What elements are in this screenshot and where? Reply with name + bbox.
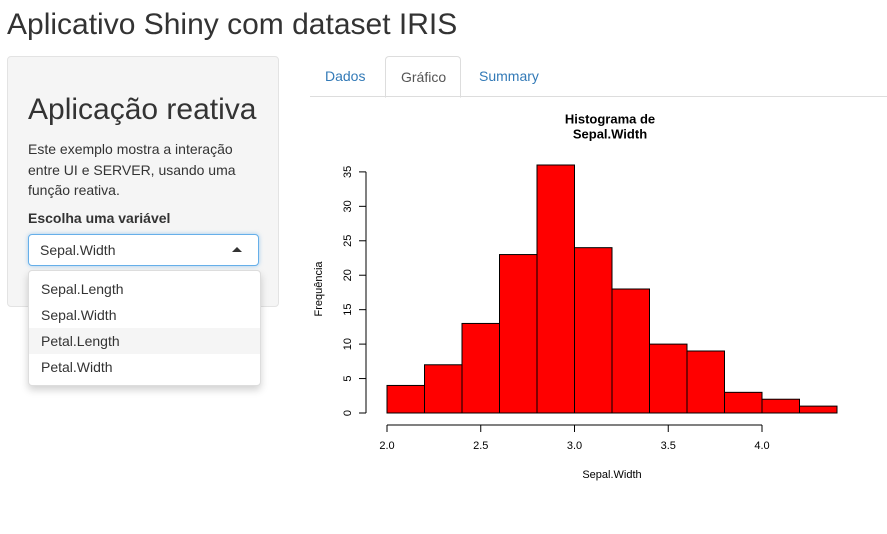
option-label: Sepal.Width: [41, 307, 117, 323]
y-tick-label: 30: [342, 200, 354, 212]
bar: [611, 288, 650, 414]
select-label: Escolha uma variável: [28, 210, 171, 226]
tab[interactable]: Dados: [310, 56, 390, 96]
x-tick-label: 2.5: [473, 440, 488, 452]
x-tick-label: 3.0: [567, 440, 582, 452]
bar: [386, 384, 425, 414]
dropdown-option[interactable]: Petal.Length: [29, 328, 260, 354]
tab-label: Gráfico: [401, 69, 447, 85]
bar: [724, 391, 763, 414]
x-axis-label: Sepal.Width: [582, 469, 641, 481]
x-tick-label: 4.0: [754, 440, 769, 452]
dropdown: Sepal.Length Sepal.Width Petal.Length Petal…: [28, 270, 261, 386]
y-tick-label: 35: [342, 166, 354, 178]
chart-title: Sepal.Width: [573, 126, 647, 141]
y-axis-label: Frequência: [313, 261, 325, 317]
tab-border: [310, 96, 887, 97]
dropdown-option[interactable]: Sepal.Length: [29, 276, 260, 302]
option-label: Petal.Length: [41, 333, 120, 349]
select-input[interactable]: Sepal.Width: [28, 234, 259, 266]
description: Este exemplo mostra a interação entre UI…: [28, 141, 236, 198]
bar: [649, 343, 688, 414]
option-label: Sepal.Length: [41, 281, 124, 297]
selected-value: Sepal.Width: [40, 242, 116, 258]
tab-label: Dados: [325, 68, 366, 84]
bar: [574, 247, 613, 414]
bar: [499, 254, 538, 414]
y-tick-label: 0: [342, 410, 354, 416]
bar: [799, 405, 838, 414]
chart-title: Histograma de: [565, 111, 655, 126]
bar: [461, 322, 500, 414]
dropdown-option[interactable]: Sepal.Width: [29, 302, 260, 328]
y-tick-label: 10: [342, 338, 354, 350]
tab[interactable]: Gráfico: [385, 56, 461, 98]
tab-label: Summary: [479, 68, 539, 84]
x-tick-label: 3.5: [661, 440, 676, 452]
bar: [424, 364, 463, 414]
y-tick-label: 20: [342, 269, 354, 281]
sidebar-panel: Aplicação reativa Este exemplo mostra a …: [7, 56, 279, 307]
dropdown-option[interactable]: Petal.Width: [29, 354, 260, 380]
bar: [686, 350, 725, 414]
y-tick-label: 25: [342, 235, 354, 247]
sidebar-title: Aplicação reativa: [28, 93, 257, 126]
bar: [536, 164, 575, 414]
caret: [232, 247, 242, 252]
y-tick-label: 15: [342, 304, 354, 316]
x-tick-label: 2.0: [379, 440, 394, 452]
tab[interactable]: Summary: [464, 56, 544, 96]
y-tick-label: 5: [342, 375, 354, 381]
bar: [761, 398, 800, 414]
app-title: Aplicativo Shiny com dataset IRIS: [7, 8, 458, 41]
option-label: Petal.Width: [41, 359, 113, 375]
